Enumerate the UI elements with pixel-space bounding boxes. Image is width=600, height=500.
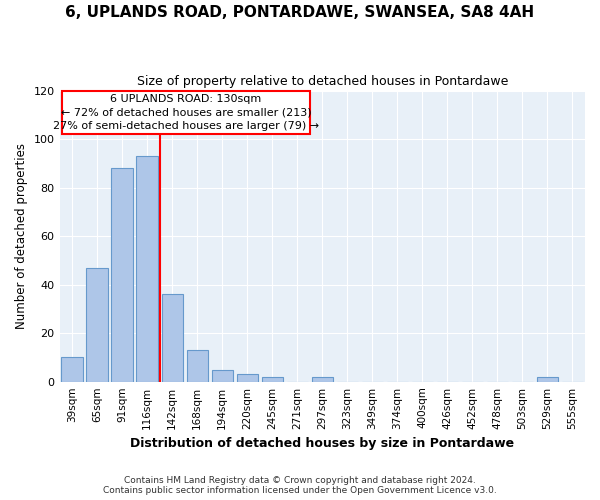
Bar: [187, 350, 208, 382]
Text: 6, UPLANDS ROAD, PONTARDAWE, SWANSEA, SA8 4AH: 6, UPLANDS ROAD, PONTARDAWE, SWANSEA, SA…: [65, 5, 535, 20]
Title: Size of property relative to detached houses in Pontardawe: Size of property relative to detached ho…: [137, 75, 508, 88]
Bar: [112, 168, 133, 382]
Bar: [61, 358, 83, 382]
Bar: [161, 294, 183, 382]
Bar: [212, 370, 233, 382]
Y-axis label: Number of detached properties: Number of detached properties: [15, 143, 28, 329]
Bar: [311, 377, 333, 382]
Text: Contains HM Land Registry data © Crown copyright and database right 2024.
Contai: Contains HM Land Registry data © Crown c…: [103, 476, 497, 495]
X-axis label: Distribution of detached houses by size in Pontardawe: Distribution of detached houses by size …: [130, 437, 514, 450]
FancyBboxPatch shape: [62, 90, 310, 134]
Bar: [136, 156, 158, 382]
Bar: [262, 377, 283, 382]
Text: 6 UPLANDS ROAD: 130sqm
← 72% of detached houses are smaller (213)
27% of semi-de: 6 UPLANDS ROAD: 130sqm ← 72% of detached…: [53, 94, 319, 130]
Bar: [236, 374, 258, 382]
Bar: [86, 268, 108, 382]
Bar: [537, 377, 558, 382]
